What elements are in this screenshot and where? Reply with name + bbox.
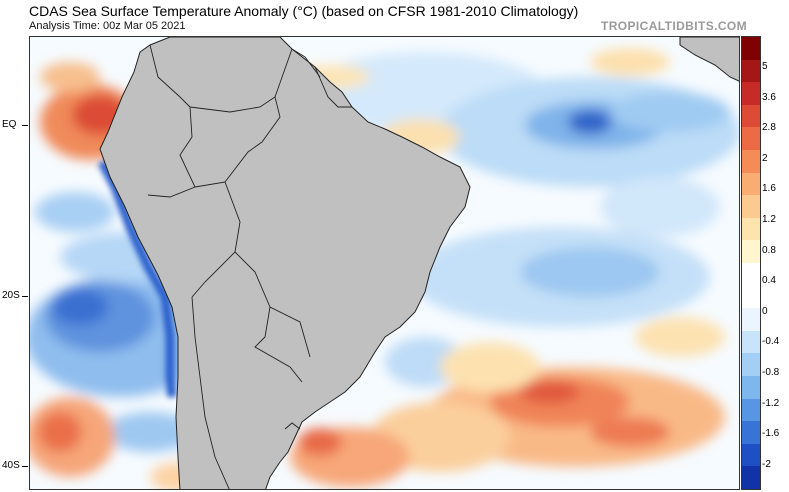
sst-anomaly-map — [29, 36, 740, 490]
country-borders — [147, 44, 352, 489]
colorbar-label: 0 — [762, 305, 768, 317]
colorbar-label: -1.2 — [762, 397, 780, 409]
colorbar-segment — [742, 127, 760, 151]
lat-tick-20s — [22, 296, 28, 297]
colorbar-segment — [742, 421, 760, 445]
coastal-upwelling — [98, 159, 177, 398]
colorbar-segment — [742, 263, 760, 287]
colorbar-label: 5 — [762, 61, 768, 72]
south-america-land — [99, 37, 471, 489]
colorbar-segment — [742, 240, 760, 264]
colorbar-segment — [742, 82, 760, 106]
colorbar-label: 2 — [762, 152, 768, 164]
colorbar-label: 0.4 — [762, 275, 776, 287]
lat-label-20s: 20S — [2, 290, 20, 301]
colorbar-label: -2 — [762, 458, 771, 470]
brand-watermark: TROPICALTIDBITS.COM — [601, 19, 748, 33]
colorbar-label: 1.6 — [762, 183, 776, 195]
lat-tick-eq — [22, 125, 28, 126]
coast-outline — [284, 422, 301, 430]
colorbar-segment — [742, 217, 760, 241]
colorbar-segment — [742, 376, 760, 400]
colorbar-label: -0.8 — [762, 367, 780, 378]
analysis-time: Analysis Time: 00z Mar 05 2021 — [29, 20, 186, 32]
colorbar-segment — [742, 150, 760, 174]
lat-label-40s: 40S — [2, 460, 20, 471]
colorbar-segment — [742, 466, 760, 490]
colorbar-segment — [742, 398, 760, 422]
colorbar-segment — [742, 172, 760, 196]
sst-anomaly-field — [30, 48, 739, 489]
colorbar-label: 1.2 — [762, 214, 776, 225]
chart-title: CDAS Sea Surface Temperature Anomaly (°C… — [29, 3, 579, 19]
colorbar-segment — [742, 308, 760, 332]
colorbar-segment — [742, 285, 760, 309]
colorbar-segment — [742, 443, 760, 467]
colorbar-label: 0.8 — [762, 244, 776, 256]
colorbar-segment — [742, 195, 760, 219]
lat-label-eq: EQ — [2, 119, 17, 130]
colorbar-segment — [742, 104, 760, 128]
colorbar — [741, 36, 761, 490]
africa-land — [679, 37, 739, 82]
colorbar-segment — [742, 353, 760, 377]
colorbar-segment — [742, 330, 760, 354]
colorbar-segment — [742, 59, 760, 83]
colorbar-label: -1.6 — [762, 428, 780, 440]
lat-tick-40s — [22, 466, 28, 467]
colorbar-label: 3.6 — [762, 91, 776, 103]
map-canvas — [30, 37, 739, 489]
colorbar-label: 2.8 — [762, 122, 776, 134]
colorbar-segment — [742, 37, 760, 61]
colorbar-label: -0.4 — [762, 336, 780, 348]
